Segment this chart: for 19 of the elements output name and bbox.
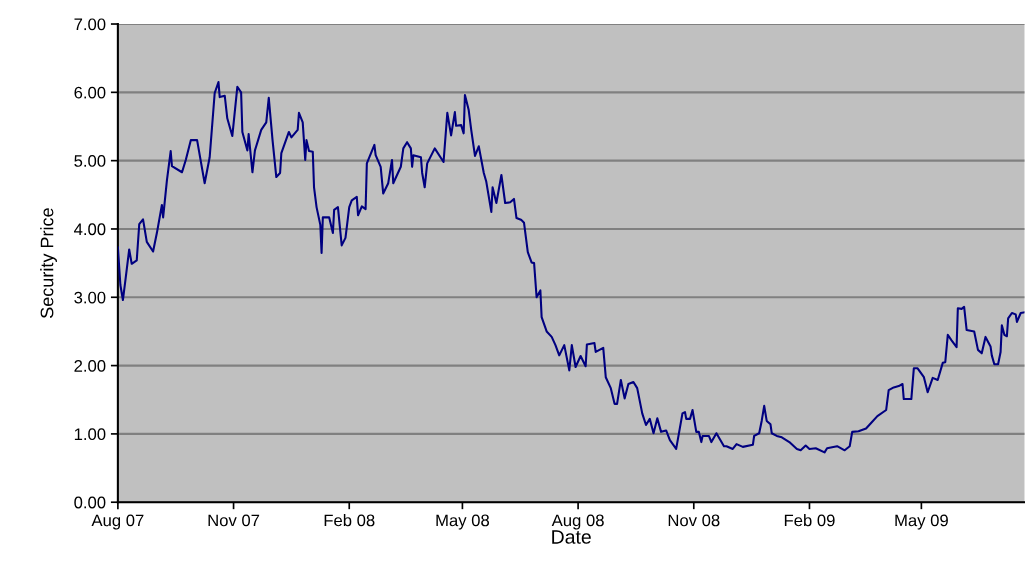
x-tick-label: May 09	[895, 514, 948, 530]
x-tick-label: Nov 07	[208, 514, 260, 527]
x-tick-label: Nov 08	[668, 514, 720, 527]
y-tick-label: 6.00	[74, 86, 106, 99]
x-tick-label: Feb 09	[784, 514, 835, 527]
x-tick-label: Aug 07	[91, 514, 144, 530]
x-tick-label: Feb 08	[324, 514, 375, 527]
x-axis-title: Date	[552, 530, 591, 544]
y-tick-label: 3.00	[74, 291, 106, 304]
y-tick-label: 2.00	[74, 359, 106, 372]
x-tick-label: Aug 08	[551, 514, 604, 530]
y-axis-title: Security Price	[40, 208, 57, 318]
y-tick-label: 7.00	[74, 18, 106, 31]
y-tick-label: 5.00	[74, 155, 106, 167]
x-tick-label: May 08	[436, 514, 490, 530]
y-tick-label: 4.00	[74, 223, 106, 236]
y-tick-label: 1.00	[74, 428, 106, 441]
y-tick-label: 0.00	[74, 496, 106, 509]
line-series	[117, 81, 1025, 454]
